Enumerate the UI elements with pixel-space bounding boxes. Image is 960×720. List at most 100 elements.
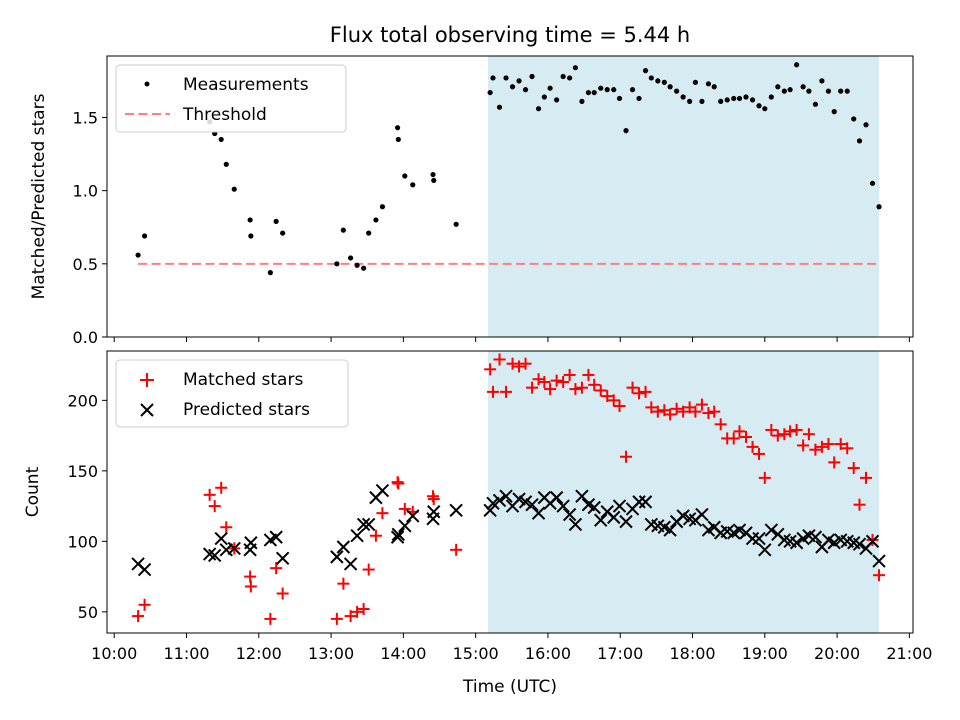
predicted-star-stroke-b xyxy=(638,495,653,509)
predicted-star-stroke-b xyxy=(644,517,659,532)
predicted-star-stroke-b xyxy=(575,489,589,503)
predicted-star-point xyxy=(202,547,217,561)
matched-star-point xyxy=(544,383,557,396)
legend-measurements-label: Measurements xyxy=(183,75,309,95)
matched-star-point xyxy=(588,378,601,391)
measurement-point xyxy=(141,233,148,239)
measurement-point xyxy=(487,89,493,96)
measurement-point xyxy=(218,136,224,143)
matched-star-point xyxy=(815,440,828,453)
legend-measurements-marker xyxy=(144,81,150,87)
matched-star-point xyxy=(550,374,563,387)
top-y-tick-label: 0.0 xyxy=(73,328,98,347)
matched-star-point xyxy=(828,456,841,469)
matched-star-point xyxy=(670,402,683,415)
measurement-point xyxy=(503,75,509,81)
matched-star-point xyxy=(330,612,343,625)
bottom-shaded-region xyxy=(487,351,880,633)
measurement-point xyxy=(775,84,781,90)
predicted-star-stroke-b xyxy=(752,531,766,546)
predicted-star-point xyxy=(214,531,228,546)
matched-star-point xyxy=(639,385,652,398)
legend-predicted-marker xyxy=(140,403,154,417)
bottom-panel: 10:00 11:00 12:00 13:00 14:00 15:00 16:00 17:00… xyxy=(23,350,932,697)
matched-star-point xyxy=(645,401,658,414)
top-panel: 0.0 0.5 1.0 1.5 Matched/Predicted stars Mea… xyxy=(29,55,914,347)
measurement-point xyxy=(838,88,844,94)
x-tick-label: 18:00 xyxy=(669,644,715,663)
measurement-point xyxy=(430,171,436,178)
measurement-point xyxy=(611,87,617,93)
measurement-point xyxy=(223,161,229,167)
predicted-star-point xyxy=(758,543,772,557)
predicted-star-point xyxy=(789,536,804,550)
matched-star-point xyxy=(450,543,463,556)
measurement-point xyxy=(535,106,542,112)
predicted-star-stroke-b xyxy=(632,495,646,509)
measurement-point xyxy=(522,87,529,93)
measurement-point xyxy=(361,265,367,271)
predicted-star-point xyxy=(499,489,513,503)
measurement-point xyxy=(273,218,279,224)
predicted-star-point xyxy=(865,534,880,549)
predicted-star-point xyxy=(350,529,364,543)
top-axis-ticks: 0.0 0.5 1.0 1.5 xyxy=(73,108,910,347)
predicted-star-point xyxy=(336,540,351,554)
predicted-star-stroke-b xyxy=(789,536,804,550)
matched-star-point xyxy=(344,610,357,623)
matched-star-point xyxy=(809,443,822,456)
matched-star-point xyxy=(519,357,532,370)
x-tick-label: 10:00 xyxy=(91,644,137,663)
matched-star-point xyxy=(220,521,233,534)
matched-star-point xyxy=(797,439,810,452)
predicted-star-point xyxy=(427,505,441,519)
measurement-point xyxy=(756,103,762,109)
matched-star-point xyxy=(132,610,145,623)
matched-star-point xyxy=(651,405,664,418)
measurement-point xyxy=(591,89,597,96)
measurement-points xyxy=(135,62,882,276)
matched-star-point xyxy=(487,385,500,398)
x-tick-label: 14:00 xyxy=(380,644,426,663)
predicted-star-point xyxy=(375,483,390,498)
matched-star-point xyxy=(575,381,588,394)
predicted-star-stroke-b xyxy=(449,503,463,518)
measurement-point xyxy=(379,204,386,210)
matched-star-point xyxy=(607,394,620,407)
predicted-star-stroke-b xyxy=(587,500,601,515)
x-tick-label: 16:00 xyxy=(525,644,571,663)
matched-star-point xyxy=(677,405,690,418)
matched-star-point xyxy=(841,442,854,455)
predicted-star-stroke-b xyxy=(202,547,217,561)
predicted-star-point xyxy=(619,514,633,529)
matched-star-point xyxy=(594,384,607,397)
predicted-star-point xyxy=(695,507,709,522)
measurement-point xyxy=(366,230,372,236)
matched-star-point xyxy=(500,385,513,398)
measurement-point xyxy=(705,81,712,87)
measurement-point xyxy=(585,89,592,96)
predicted-star-point xyxy=(269,530,283,544)
measurement-point xyxy=(247,217,253,223)
predicted-star-point xyxy=(568,517,583,532)
predicted-star-stroke-b xyxy=(525,497,539,512)
predicted-star-stroke-b xyxy=(531,506,546,520)
predicted-star-point xyxy=(752,531,766,546)
measurement-point xyxy=(711,84,717,90)
bottom-y-tick-label: 200 xyxy=(67,391,98,410)
bottom-legend-box xyxy=(115,359,349,428)
predicted-star-stroke-b xyxy=(657,520,672,534)
matched-star-point xyxy=(484,363,497,376)
measurement-point xyxy=(692,79,699,85)
measurement-point xyxy=(598,85,604,91)
matched-star-point xyxy=(392,477,405,490)
matched-star-point xyxy=(138,598,151,611)
matched-star-point xyxy=(563,368,576,381)
measurement-point xyxy=(509,84,516,90)
predicted-star-point xyxy=(390,530,405,544)
matched-star-point xyxy=(708,405,721,418)
predicted-star-stroke-b xyxy=(336,540,351,554)
measurement-point xyxy=(876,204,882,210)
predicted-star-point xyxy=(525,497,539,512)
